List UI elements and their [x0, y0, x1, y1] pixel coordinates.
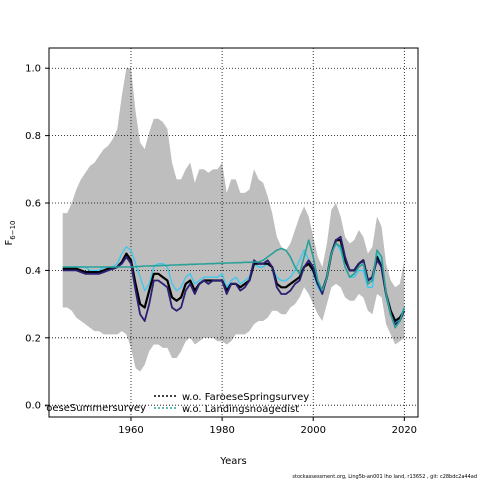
x-axis-ticks: 1960 1980 2000 2020	[118, 417, 417, 436]
confidence-band-layer	[63, 68, 405, 371]
confidence-band	[63, 68, 405, 371]
x-tick-label: 2000	[300, 425, 325, 436]
y-tick-label: 0.4	[25, 266, 41, 277]
x-axis-title: Years	[219, 456, 246, 467]
legend: w.o. FaroeseSpringsurvey w.o. Landingsno…	[154, 392, 309, 415]
legend-label-clipped: FaroeseSummersurvey	[31, 403, 146, 414]
y-tick-label: 0.8	[25, 131, 41, 142]
x-tick-label: 2020	[392, 425, 417, 436]
y-axis-ticks: 0.0 0.2 0.4 0.6 0.8 1.0	[25, 64, 49, 412]
y-axis-title-subscript: 6−10	[9, 221, 17, 240]
legend-label-1: w.o. Landingsnoagedist	[182, 404, 299, 415]
y-axis-title: F6−10	[4, 221, 17, 246]
y-tick-label: 1.0	[25, 64, 41, 75]
footer-text: stockassessment.org, Ling5b-an001 lho la…	[292, 474, 477, 480]
y-tick-label: 0.0	[25, 401, 41, 412]
y-tick-label: 0.2	[25, 333, 41, 344]
legend-label-0: w.o. FaroeseSpringsurvey	[182, 392, 309, 403]
x-tick-label: 1980	[209, 425, 234, 436]
x-tick-label: 1960	[118, 425, 143, 436]
y-tick-label: 0.6	[25, 199, 41, 210]
